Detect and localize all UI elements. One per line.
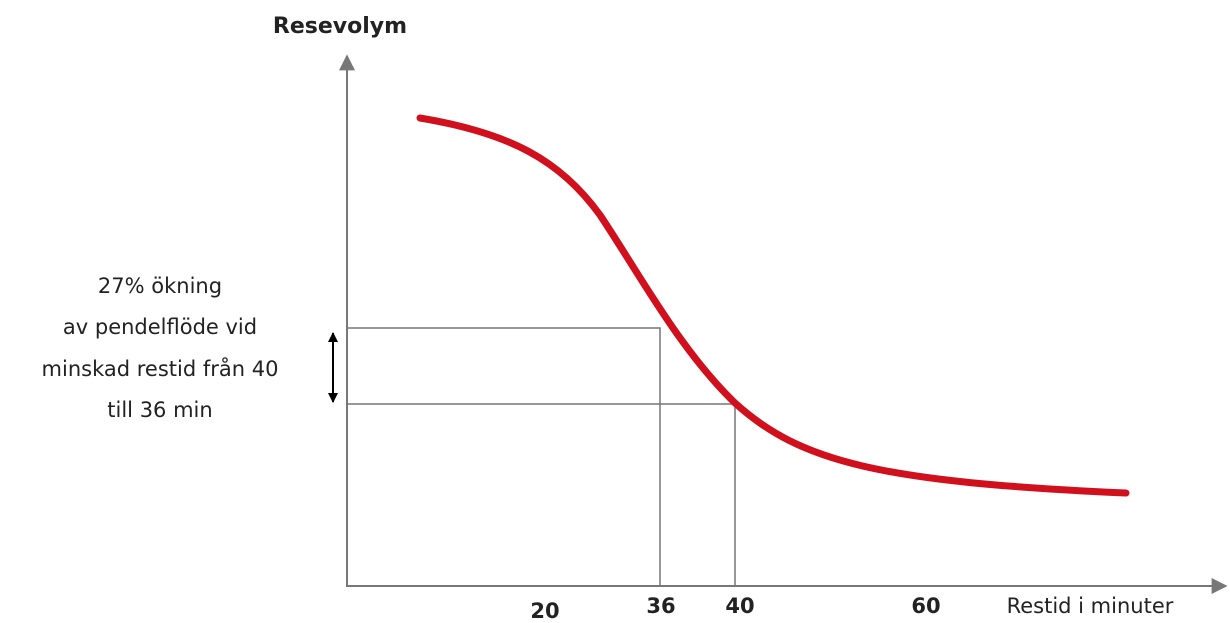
guide-lines bbox=[347, 327, 736, 586]
x-label: 36 bbox=[646, 594, 675, 618]
curve bbox=[416, 114, 1130, 497]
x-label: 60 bbox=[911, 594, 940, 618]
annotation-line: 27% ökning bbox=[98, 274, 222, 298]
x-label: 20 bbox=[530, 599, 559, 623]
annotation-line: minskad restid från 40 bbox=[42, 356, 279, 381]
annotation: 27% ökning av pendelflöde vid minskad re… bbox=[42, 274, 279, 422]
x-label: 40 bbox=[725, 594, 754, 618]
annotation-line: till 36 min bbox=[107, 398, 212, 422]
y-axis-label: Resevolym bbox=[273, 14, 407, 39]
annotation-line: av pendelflöde vid bbox=[63, 315, 257, 339]
x-axis-label: Restid i minuter bbox=[1007, 594, 1174, 618]
